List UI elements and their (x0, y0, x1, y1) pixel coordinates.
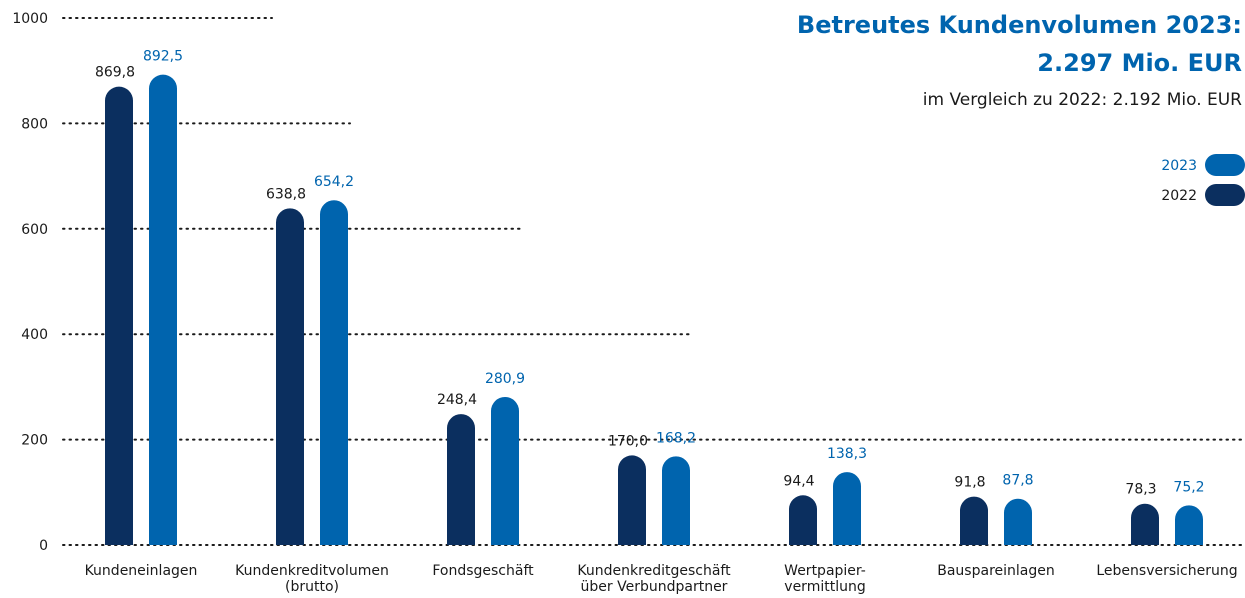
bar (789, 495, 817, 545)
chart-subtitle: im Vergleich zu 2022: 2.192 Mio. EUR (922, 90, 1242, 110)
legend-label: 2023 (1161, 158, 1197, 174)
legend-label: 2022 (1161, 188, 1197, 204)
y-tick-label: 600 (21, 222, 48, 238)
x-tick-label: Kundenkreditvolumen (brutto) (235, 563, 389, 595)
y-tick-label: 0 (39, 538, 48, 554)
bar (320, 200, 348, 545)
x-tick-label: Fondsgeschäft (432, 563, 534, 579)
value-label: 94,4 (783, 473, 814, 489)
value-label: 170,0 (608, 433, 648, 449)
legend-swatch (1205, 154, 1245, 176)
y-tick-label: 1000 (12, 11, 48, 27)
bar (105, 86, 133, 546)
value-label: 75,2 (1173, 479, 1204, 495)
bar (149, 74, 177, 546)
bar (1175, 505, 1203, 545)
y-tick-label: 400 (21, 327, 48, 343)
value-label: 91,8 (954, 475, 985, 491)
bar (618, 455, 646, 545)
chart-title: Betreutes Kundenvolumen 2023: 2.297 Mio.… (796, 11, 1242, 77)
bar (276, 208, 304, 545)
value-label: 168,2 (656, 430, 696, 446)
x-tick-label: Kundeneinlagen (84, 563, 198, 579)
value-label: 78,3 (1125, 482, 1156, 498)
value-label: 892,5 (143, 49, 183, 65)
value-label: 138,3 (827, 446, 867, 462)
bar (1004, 498, 1032, 545)
x-tick-label: Kundenkreditgeschäft über Verbundpartner (577, 563, 731, 595)
bar (662, 456, 690, 545)
value-label: 280,9 (485, 371, 525, 387)
legend-swatch (1205, 184, 1245, 206)
value-label: 638,8 (266, 186, 306, 202)
bar (960, 496, 988, 545)
x-tick-label: Lebensversicherung (1096, 563, 1238, 579)
y-tick-label: 200 (21, 433, 48, 449)
value-label: 869,8 (95, 65, 135, 81)
bar (491, 396, 519, 545)
value-label: 87,8 (1002, 473, 1033, 489)
value-label: 654,2 (314, 174, 354, 190)
x-tick-label: Bauspareinlagen (937, 563, 1055, 579)
x-tick-label: Wertpapier- vermittlung (784, 563, 866, 595)
bar (1131, 503, 1159, 545)
value-label: 248,4 (437, 392, 477, 408)
bar (833, 472, 861, 545)
y-tick-label: 800 (21, 116, 48, 132)
bar (447, 414, 475, 545)
